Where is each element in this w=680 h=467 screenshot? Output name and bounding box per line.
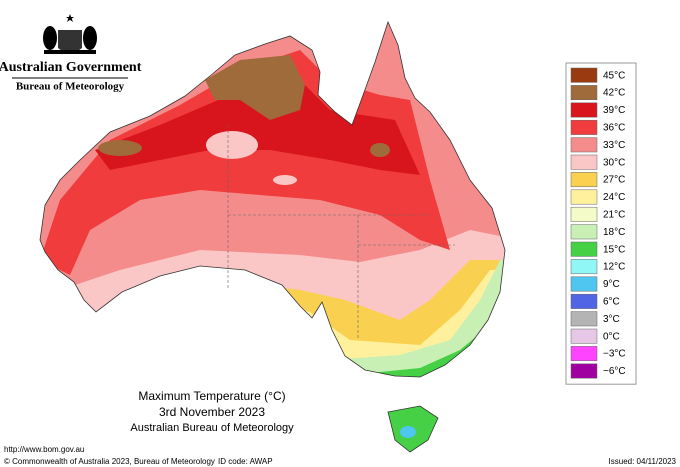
legend-swatch xyxy=(570,189,598,205)
legend-swatch xyxy=(570,224,598,240)
legend-label: −6°C xyxy=(603,366,626,377)
legend-swatch xyxy=(570,311,598,327)
legend-label: 21°C xyxy=(603,210,625,221)
legend-label: 30°C xyxy=(603,157,625,168)
legend-swatch xyxy=(570,241,598,257)
legend-swatch xyxy=(570,119,598,135)
legend-swatch xyxy=(570,85,598,101)
header-title: Australian Government xyxy=(0,60,142,75)
legend-label: 39°C xyxy=(603,105,625,116)
legend-swatch xyxy=(570,259,598,275)
legend-label: 42°C xyxy=(603,88,625,99)
legend-swatch xyxy=(570,206,598,222)
footer-issued: Issued: 04/11/2023 xyxy=(609,457,677,466)
footer-url: http://www.bom.gov.au xyxy=(4,445,84,454)
legend-label: 9°C xyxy=(603,279,620,290)
legend-label: 36°C xyxy=(603,123,625,134)
map-date: 3rd November 2023 xyxy=(159,405,265,419)
crest xyxy=(43,14,97,54)
legend-swatch xyxy=(570,346,598,362)
legend-label: 18°C xyxy=(603,227,625,238)
footer-id: ID code: AWAP xyxy=(218,457,273,466)
legend-swatch xyxy=(570,67,598,83)
legend-swatch xyxy=(570,137,598,153)
legend-swatch xyxy=(570,363,598,379)
legend-swatch xyxy=(570,328,598,344)
legend-swatch xyxy=(570,172,598,188)
header-subtitle: Bureau of Meteorology xyxy=(16,81,125,93)
legend-label: 12°C xyxy=(603,262,625,273)
legend-swatch xyxy=(570,293,598,309)
map-title: Maximum Temperature (°C) xyxy=(138,389,285,403)
footer-copyright: © Commonwealth of Australia 2023, Bureau… xyxy=(4,457,215,466)
legend-label: 27°C xyxy=(603,175,625,186)
legend-label: −3°C xyxy=(603,349,626,360)
legend-label: 15°C xyxy=(603,244,625,255)
legend-label: 24°C xyxy=(603,192,625,203)
legend-swatch xyxy=(570,102,598,118)
legend-label: 3°C xyxy=(603,314,620,325)
legend-label: 45°C xyxy=(603,70,625,81)
legend-swatch xyxy=(570,276,598,292)
legend-label: 0°C xyxy=(603,331,620,342)
legend-label: 6°C xyxy=(603,297,620,308)
map-source: Australian Bureau of Meteorology xyxy=(130,422,294,434)
legend-swatch xyxy=(570,154,598,170)
legend-label: 33°C xyxy=(603,140,625,151)
legend: 45°C 42°C 39°C 36°C 33°C 30°C 27°C 24°C 21°C 18°C… xyxy=(565,62,637,385)
